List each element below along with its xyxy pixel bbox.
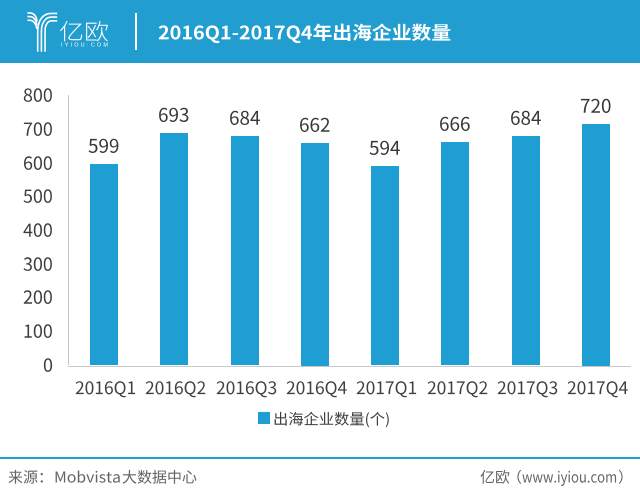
svg-text:IYIOU·COM: IYIOU·COM xyxy=(61,42,108,48)
